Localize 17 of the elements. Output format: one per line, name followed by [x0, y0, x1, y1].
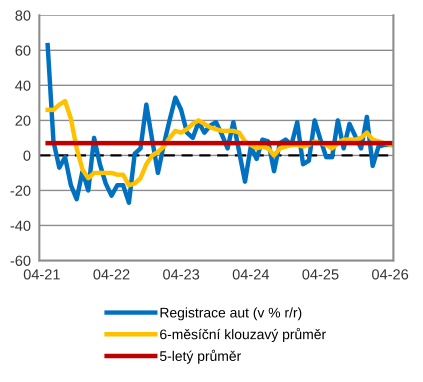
x-tick-label: 04-21	[24, 269, 60, 280]
x-tick-label: 04-24	[232, 269, 270, 280]
y-tick-label: -60	[10, 256, 30, 266]
x-tick-label: 04-26	[372, 269, 408, 280]
x-tick-label: 04-23	[163, 269, 200, 280]
y-tick-label: 20	[16, 115, 30, 126]
y-tick-label: 60	[16, 45, 30, 56]
x-tick-label: 04-25	[302, 269, 338, 280]
legend-label: 5-letý průměr	[160, 350, 241, 364]
y-tick-label: -20	[10, 186, 30, 196]
x-tick-label: 04-22	[93, 269, 130, 280]
legend-label: Registrace aut (v % r/r)	[160, 307, 302, 320]
y-tick-label: 80	[15, 10, 30, 21]
y-tick-label: -40	[10, 220, 30, 231]
y-tick-label: 40	[15, 80, 30, 91]
legend-label: 6-měsíční klouzavý průměr	[160, 328, 326, 342]
y-tick-label: 0	[23, 150, 30, 161]
